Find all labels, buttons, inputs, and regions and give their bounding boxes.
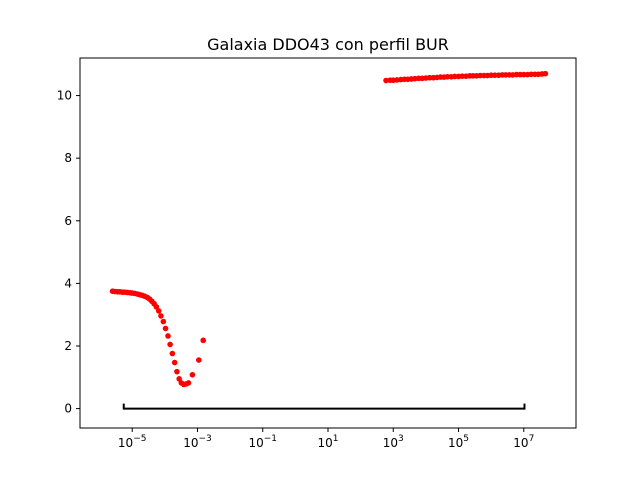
x-tick-label: 103 <box>383 434 404 450</box>
x-tick-label: 10−1 <box>248 434 277 450</box>
x-tick-label-exponent: −3 <box>198 434 211 444</box>
y-tick-label: 4 <box>64 276 72 290</box>
data-point <box>158 313 164 319</box>
data-point <box>155 308 162 314</box>
data-point <box>196 357 202 363</box>
x-tick-label-base: 10 <box>118 436 133 450</box>
plot-frame <box>79 57 577 429</box>
x-tick-label: 101 <box>317 434 338 450</box>
data-point <box>189 371 196 378</box>
x-axis: 10−5 10−3 10−1 101 103 105 107 <box>118 428 534 450</box>
x-tick-label: 10−3 <box>183 434 212 450</box>
x-tick-label-exponent: 1 <box>333 434 339 444</box>
x-tick-label-exponent: 5 <box>463 434 469 444</box>
x-tick-label-exponent: −1 <box>264 434 277 444</box>
x-tick-label-exponent: 7 <box>529 434 535 444</box>
y-tick-label: 8 <box>64 151 72 165</box>
data-point <box>167 341 173 348</box>
x-tick-label-base: 10 <box>513 436 528 450</box>
y-tick-label: 10 <box>57 89 72 103</box>
x-tick-label-base: 10 <box>383 436 398 450</box>
data-point <box>162 325 169 332</box>
data-point <box>171 359 178 366</box>
bracket-line <box>122 403 526 410</box>
data-point <box>160 318 167 325</box>
data-points <box>109 70 549 388</box>
x-tick-label: 10−5 <box>118 434 147 450</box>
x-tick-label: 105 <box>448 434 469 450</box>
y-axis: 0 2 4 6 8 10 <box>57 89 80 416</box>
data-point <box>185 380 192 386</box>
x-tick-label-base: 10 <box>317 436 332 450</box>
data-point <box>383 77 389 84</box>
data-point <box>174 368 180 375</box>
y-tick-label: 6 <box>64 214 72 228</box>
data-point <box>169 350 176 357</box>
chart-title: Galaxia DDO43 con perfil BUR <box>207 35 449 54</box>
x-tick-label-base: 10 <box>183 436 198 450</box>
data-point <box>153 304 160 310</box>
y-tick-label: 0 <box>64 402 72 416</box>
x-tick-label-exponent: 3 <box>398 434 404 444</box>
x-tick-label-base: 10 <box>248 436 263 450</box>
x-tick-label-exponent: −5 <box>133 434 146 444</box>
x-tick-label-base: 10 <box>448 436 463 450</box>
x-tick-label: 107 <box>513 434 534 450</box>
data-point <box>165 333 171 339</box>
data-point <box>542 70 549 77</box>
y-tick-label: 2 <box>64 339 72 353</box>
data-point <box>200 337 207 344</box>
